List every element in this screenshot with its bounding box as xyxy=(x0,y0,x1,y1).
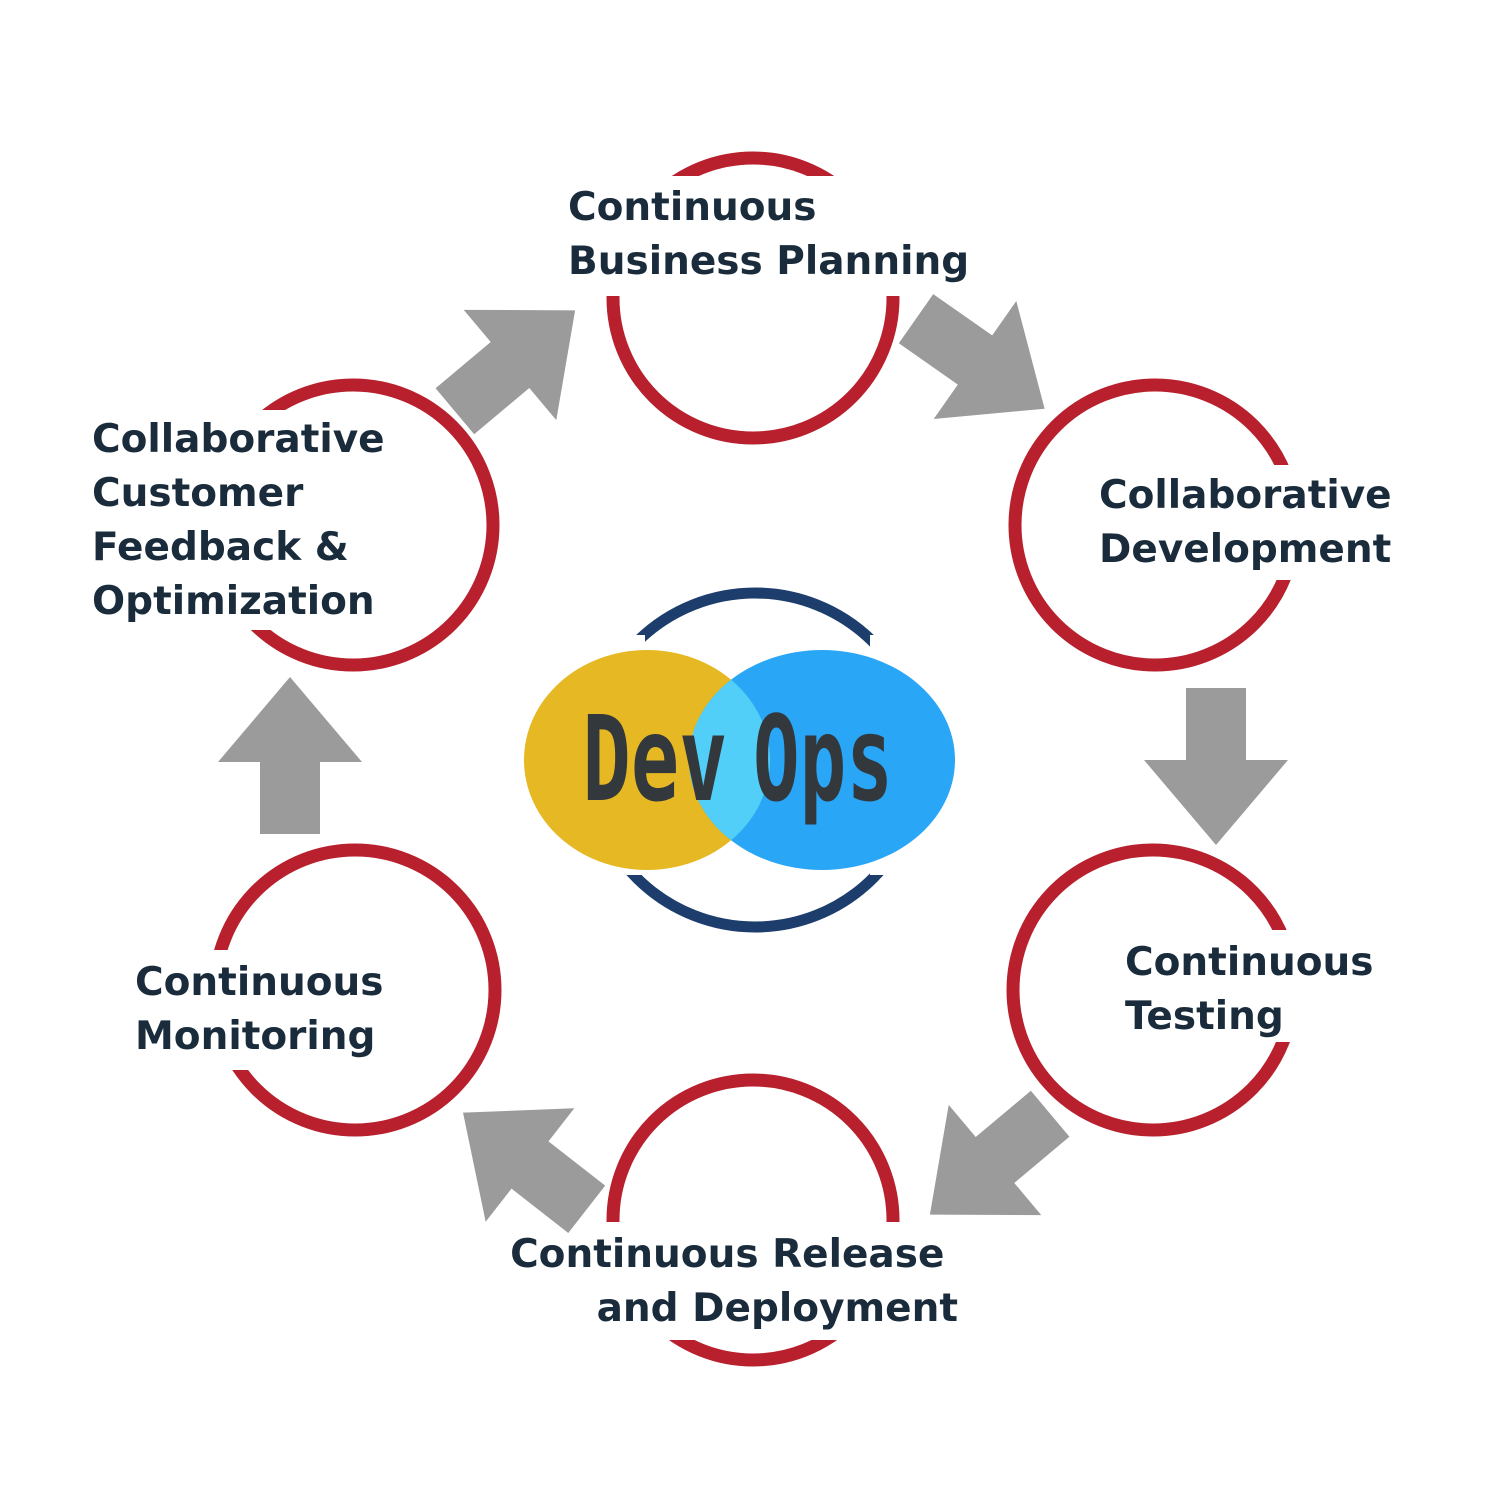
stage-label-line: Continuous xyxy=(568,185,817,230)
stage-ring-release xyxy=(606,1073,900,1367)
label-bg-release xyxy=(550,1222,965,1340)
devops-logo: Dev Ops xyxy=(524,650,955,870)
arrow-feedback-to-planning-icon xyxy=(435,309,576,435)
arrow-testing-to-release-icon xyxy=(929,1090,1070,1216)
stage-label-line: Customer xyxy=(92,471,304,516)
stage-label-line: Testing xyxy=(1125,994,1284,1039)
stage-label-line: Optimization xyxy=(92,579,375,624)
stage-label-release: Continuous Release and Deployment xyxy=(510,1232,958,1331)
arrow-release-to-monitoring-icon xyxy=(463,1108,606,1233)
stage-label-monitoring: Continuous Monitoring xyxy=(135,960,397,1059)
label-bg-testing xyxy=(1118,930,1363,1042)
label-bg-planning xyxy=(560,176,938,296)
arrow-monitoring-to-feedback-icon xyxy=(218,677,362,834)
stage-label-feedback: Collaborative Customer Feedback & Optimi… xyxy=(92,417,398,624)
arrow-planning-to-development-icon xyxy=(898,294,1045,419)
label-bg-development xyxy=(1090,465,1380,580)
logo-right-ellipse xyxy=(689,650,955,870)
stage-label-line: Continuous Release xyxy=(510,1232,944,1277)
stage-label-line: Collaborative xyxy=(1099,473,1392,518)
stage-label-testing: Continuous Testing xyxy=(1125,940,1387,1039)
stage-label-development: Collaborative Development xyxy=(1099,473,1405,572)
stage-label-line: and Deployment xyxy=(597,1286,958,1331)
stage-label-line: Feedback & xyxy=(92,525,349,570)
stage-label-line: Continuous xyxy=(1125,940,1374,985)
stage-label-line: Collaborative xyxy=(92,417,385,462)
stage-label-line: Monitoring xyxy=(135,1014,375,1059)
stage-label-line: Continuous xyxy=(135,960,384,1005)
stage-label-line: Business Planning xyxy=(568,239,969,284)
stage-label-planning: Continuous Business Planning xyxy=(568,185,969,284)
stage-label-line: Development xyxy=(1099,527,1391,572)
logo-text-dev: Dev xyxy=(583,690,728,828)
logo-text-ops: Ops xyxy=(753,690,893,828)
arrow-development-to-testing-icon xyxy=(1144,688,1288,845)
label-bg-feedback xyxy=(85,410,373,630)
label-bg-monitoring xyxy=(125,950,375,1070)
stage-ring-planning xyxy=(606,151,900,445)
